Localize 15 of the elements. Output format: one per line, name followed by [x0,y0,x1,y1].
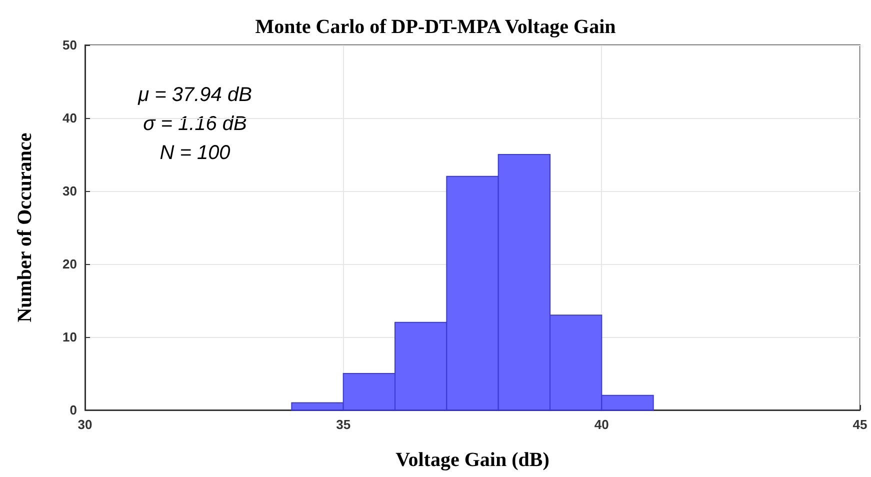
y-tick-label: 0 [70,402,77,418]
x-tick-label: 40 [594,417,609,432]
chart-title: Monte Carlo of DP-DT-MPA Voltage Gain [255,16,616,38]
y-tick-label: 20 [62,256,77,272]
y-tick-label: 10 [62,330,77,344]
y-tick-label: 40 [62,110,77,126]
x-tick-label: 30 [78,417,92,432]
y-axis-title: Number of Occurance [14,132,36,322]
y-tick-label: 30 [62,184,77,198]
x-tick-label: 45 [852,417,868,432]
x-tick-label: 35 [336,417,351,432]
y-tick-label: 50 [62,38,77,52]
annotation: μ = 37.94 dB [137,84,252,106]
x-axis-title: Voltage Gain (dB) [396,449,550,471]
annotation: N = 100 [160,142,230,164]
